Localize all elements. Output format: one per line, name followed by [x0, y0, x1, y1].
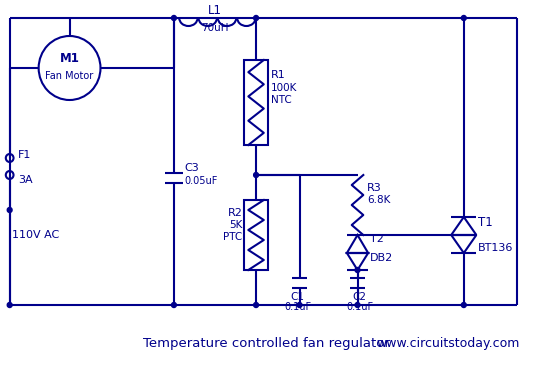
- Text: R2: R2: [228, 208, 242, 218]
- Text: R1: R1: [271, 70, 285, 80]
- Text: 0.05uF: 0.05uF: [185, 176, 218, 186]
- Text: 5K: 5K: [229, 220, 242, 230]
- Text: BT136: BT136: [478, 243, 514, 253]
- Circle shape: [7, 207, 12, 213]
- Text: R3: R3: [367, 183, 382, 193]
- Circle shape: [297, 303, 302, 307]
- Circle shape: [7, 303, 12, 307]
- Circle shape: [461, 303, 466, 307]
- Text: 0.1uF: 0.1uF: [284, 302, 311, 312]
- Text: Fan Motor: Fan Motor: [45, 71, 94, 81]
- Circle shape: [171, 15, 176, 21]
- Text: 0.1uF: 0.1uF: [346, 302, 373, 312]
- Circle shape: [253, 303, 258, 307]
- Circle shape: [355, 303, 360, 307]
- Circle shape: [253, 15, 258, 21]
- Circle shape: [253, 172, 258, 177]
- Text: C1: C1: [290, 292, 305, 302]
- Circle shape: [355, 268, 360, 272]
- Text: Temperature controlled fan regulator: Temperature controlled fan regulator: [143, 337, 390, 349]
- Text: PTC: PTC: [223, 232, 242, 242]
- Text: 3A: 3A: [18, 175, 33, 185]
- Text: M1: M1: [60, 52, 79, 65]
- Text: 100K: 100K: [271, 83, 297, 93]
- Text: NTC: NTC: [271, 95, 291, 105]
- Text: T2: T2: [370, 234, 384, 244]
- Circle shape: [461, 15, 466, 21]
- Text: F1: F1: [18, 150, 32, 160]
- Text: 110V AC: 110V AC: [12, 230, 59, 240]
- Text: DB2: DB2: [370, 253, 393, 263]
- Text: T1: T1: [478, 215, 493, 228]
- Text: 70uH: 70uH: [201, 23, 228, 33]
- Text: 6.8K: 6.8K: [367, 195, 391, 205]
- Bar: [245, 60, 268, 145]
- Text: C3: C3: [185, 163, 199, 173]
- Text: L1: L1: [208, 3, 222, 17]
- Text: C2: C2: [353, 292, 366, 302]
- Bar: [245, 200, 268, 270]
- Circle shape: [171, 303, 176, 307]
- Text: www.circuitstoday.com: www.circuitstoday.com: [377, 337, 520, 349]
